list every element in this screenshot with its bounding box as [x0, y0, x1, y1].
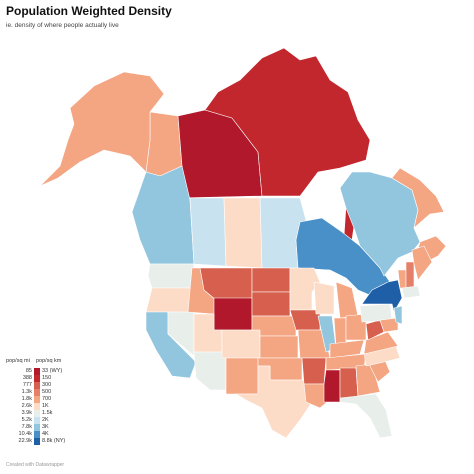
region-saskatchewan[interactable]: [223, 197, 263, 269]
region-mississippi[interactable]: [323, 369, 341, 403]
region-south-dakota[interactable]: [251, 291, 291, 317]
region-north-dakota[interactable]: [251, 267, 291, 293]
legend-value-mi: 5.2k: [21, 417, 32, 423]
legend-swatch: [34, 424, 40, 431]
region-new-hampshire[interactable]: [405, 261, 415, 289]
region-wisconsin[interactable]: [313, 281, 335, 315]
legend-swatch: [34, 431, 40, 438]
legend-value-mi: 22.9k: [18, 438, 32, 444]
legend-value-km: 500: [42, 389, 52, 395]
region-quebec[interactable]: [339, 171, 421, 277]
legend-value-km: 1.5k: [42, 410, 53, 416]
region-nunavut[interactable]: [204, 47, 371, 197]
legend-value-mi: 1.8k: [21, 396, 32, 402]
region-massachusetts[interactable]: [401, 285, 421, 299]
legend-swatch: [34, 389, 40, 396]
region-texas[interactable]: [235, 365, 313, 439]
region-alabama[interactable]: [339, 367, 359, 399]
chart-title: Population Weighted Density: [6, 4, 172, 18]
legend-value-km: 2K: [42, 417, 49, 423]
legend-value-mi: 777: [22, 382, 32, 388]
legend-value-mi: 388: [22, 375, 32, 381]
legend-value-mi: 10.4k: [18, 431, 32, 437]
region-maryland[interactable]: [379, 317, 399, 333]
legend-value-km: 150: [42, 375, 52, 381]
legend-value-km: 300: [42, 382, 52, 388]
region-wyoming[interactable]: [213, 297, 253, 331]
legend-swatch: [34, 382, 40, 389]
region-new-york[interactable]: [361, 279, 403, 313]
legend-value-mi: 7.8k: [21, 424, 32, 430]
region-virginia[interactable]: [363, 331, 399, 355]
region-washington[interactable]: [147, 263, 195, 289]
region-british-columbia[interactable]: [131, 165, 195, 265]
legend-value-km: 4K: [42, 431, 49, 437]
region-alberta[interactable]: [189, 197, 227, 267]
region-arkansas[interactable]: [301, 357, 327, 385]
region-yukon[interactable]: [145, 111, 183, 177]
credit-footer: Created with Datawrapper: [6, 462, 65, 468]
legend-swatch: [34, 410, 40, 417]
legend-swatch: [34, 368, 40, 375]
legend-swatch: [34, 375, 40, 382]
region-new-jersey[interactable]: [393, 305, 403, 325]
legend-swatch: [34, 438, 40, 445]
region-oregon[interactable]: [145, 287, 193, 313]
region-kansas[interactable]: [259, 335, 299, 359]
legend-value-mi: 3.9k: [21, 410, 32, 416]
legend-value-mi: 85: [25, 368, 32, 374]
legend-header-km: pop/sq km: [36, 358, 62, 364]
legend-value-mi: 1.3k: [21, 389, 32, 395]
legend-header-mi: pop/sq mi: [6, 358, 30, 364]
region-florida[interactable]: [339, 393, 393, 439]
region-indiana[interactable]: [333, 317, 347, 347]
region-maine[interactable]: [411, 245, 433, 281]
legend-value-km: 3K: [42, 424, 49, 430]
legend-swatch: [34, 417, 40, 424]
legend-swatch: [34, 403, 40, 410]
region-colorado[interactable]: [221, 329, 261, 359]
legend-swatch: [34, 396, 40, 403]
region-new-mexico[interactable]: [225, 357, 259, 395]
legend-value-km: 33 (WY): [42, 368, 63, 374]
legend-value-km: 8.8k (NY): [42, 438, 66, 444]
region-nevada[interactable]: [167, 311, 195, 357]
region-kentucky[interactable]: [329, 339, 365, 359]
chart-subtitle: ie. density of where people actually liv…: [6, 22, 119, 29]
legend-value-km: 1K: [42, 403, 49, 409]
legend-value-km: 700: [42, 396, 52, 402]
region-newfoundland-labrador[interactable]: [391, 167, 445, 229]
region-michigan[interactable]: [335, 281, 359, 319]
region-arizona[interactable]: [193, 351, 227, 391]
legend-value-mi: 2.6k: [21, 403, 32, 409]
region-alaska[interactable]: [39, 71, 165, 187]
